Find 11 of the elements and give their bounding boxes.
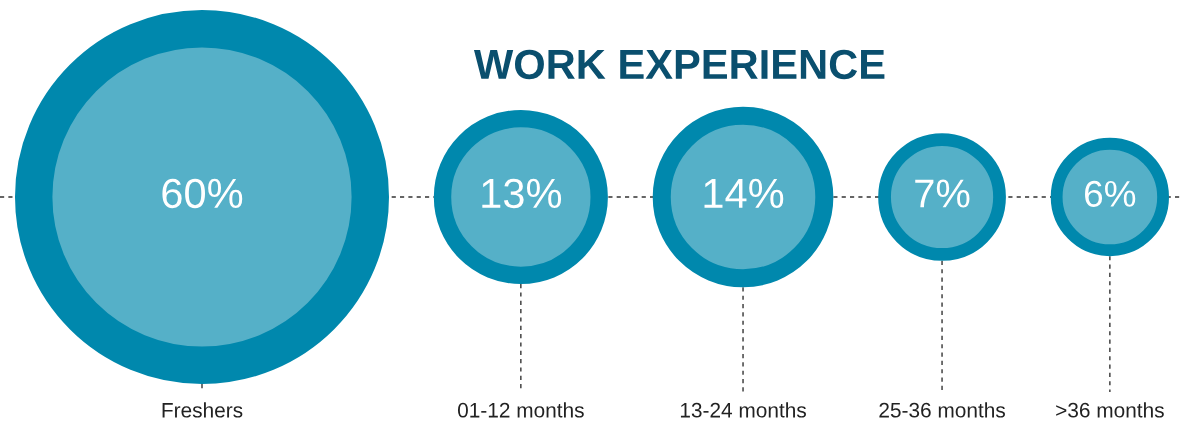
text: WORK EXPERIENCE (473, 49, 885, 80)
category-label: Freshers (162, 402, 243, 418)
data-label: 60% (162, 178, 243, 209)
category-label: 13-24 months (680, 402, 806, 418)
category-label: 25-36 months (879, 402, 1005, 418)
data-label: 7% (915, 179, 970, 208)
category-label: 01-12 months (457, 402, 584, 418)
data-label: 6% (1085, 180, 1136, 207)
category-label: >36 months (1056, 402, 1164, 418)
data-label: 13% (482, 178, 562, 209)
data-label: 14% (704, 178, 784, 209)
